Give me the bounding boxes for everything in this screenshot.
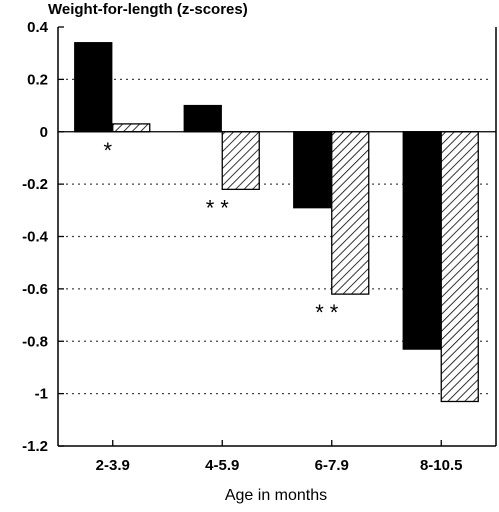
x-tick-label: 4-5.9 xyxy=(205,457,239,474)
hatched-bar-4-5.9 xyxy=(221,131,260,191)
solid-bar-6-7.9 xyxy=(293,131,332,209)
x-axis-label: Age in months xyxy=(225,487,327,504)
significance-marker: * xyxy=(103,138,118,163)
chart-title: Weight-for-length (z-scores) xyxy=(48,1,248,18)
hatched-bar-2-3.9 xyxy=(112,123,151,133)
significance-markers: ***** xyxy=(103,138,344,325)
x-tick-label: 2-3.9 xyxy=(96,457,130,474)
solid-bar-4-5.9 xyxy=(183,104,222,133)
significance-marker: ** xyxy=(315,300,344,325)
y-tick-labels: 0.4 0.2 0 -0.2 -0.4 -0.6 -0.8 -1 -1.2 xyxy=(22,19,49,455)
solid-bar-8-10.5 xyxy=(402,131,441,350)
y-tick-label: 0 xyxy=(40,124,48,141)
y-tick-label: -0.2 xyxy=(22,176,48,193)
significance-marker: ** xyxy=(206,195,235,220)
y-tick-label: -1 xyxy=(35,386,48,403)
x-tick-labels: 2-3.9 4-5.9 6-7.9 8-10.5 xyxy=(96,457,463,474)
y-tick-label: -0.8 xyxy=(22,333,48,350)
solid-bar-2-3.9 xyxy=(74,42,113,133)
y-tick-label: -0.6 xyxy=(22,281,48,298)
hatched-bar-6-7.9 xyxy=(331,131,370,295)
y-tick-label: -0.4 xyxy=(22,229,49,246)
axes xyxy=(57,26,497,447)
x-tick-label: 8-10.5 xyxy=(420,457,463,474)
bars xyxy=(74,42,479,403)
x-tick-label: 6-7.9 xyxy=(315,457,349,474)
hatched-bar-8-10.5 xyxy=(440,131,479,403)
y-tick-label: 0.2 xyxy=(27,71,48,88)
y-tick-label: 0.4 xyxy=(27,19,49,36)
y-tick-label: -1.2 xyxy=(22,438,48,455)
